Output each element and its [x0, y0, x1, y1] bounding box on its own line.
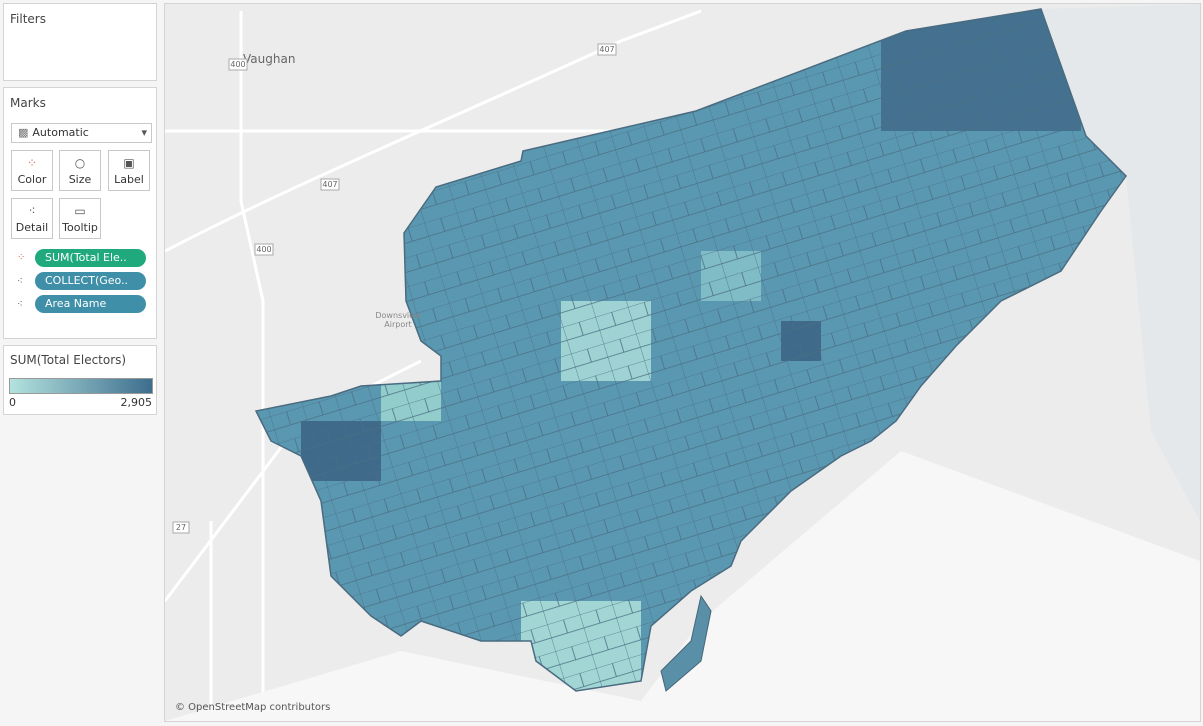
- button-label: Tooltip: [62, 221, 98, 234]
- toronto-islands: [660, 594, 712, 692]
- size-icon: ○: [74, 156, 86, 170]
- size-button[interactable]: ○ Size: [59, 150, 101, 191]
- mark-type-dropdown[interactable]: ▩ Automatic ▾: [11, 123, 152, 143]
- detail-icon: ⁖: [28, 204, 36, 218]
- place-label: Downsview: [375, 311, 421, 320]
- color-field-icon: ⁘: [17, 252, 26, 263]
- map: Vaughan 400 407 407 400 27 Downsview Air…: [163, 4, 1200, 721]
- attribution: © OpenStreetMap contributors: [175, 702, 330, 713]
- color-legend: SUM(Total Electors) 0 2,905: [3, 345, 157, 415]
- color-icon: ⁘: [26, 156, 38, 170]
- lake-ontario: [165, 451, 1200, 721]
- detail-button[interactable]: ⁖ Detail: [11, 198, 53, 239]
- legend-max: 2,905: [120, 396, 153, 409]
- legend-title: SUM(Total Electors): [10, 353, 127, 367]
- svg-text:27: 27: [176, 523, 186, 532]
- filters-shelf[interactable]: Filters: [3, 3, 157, 81]
- mark-type: Automatic: [32, 126, 89, 139]
- marks-card: Marks ▩ Automatic ▾ ⁘ Color ○ Size ▣ Label ⁖…: [3, 87, 157, 339]
- button-label: Size: [68, 173, 92, 186]
- tooltip-button[interactable]: ▭ Tooltip: [59, 198, 101, 239]
- detail-field-icon: ⁖: [17, 276, 23, 287]
- field-pill[interactable]: SUM(Total Ele..: [35, 249, 146, 267]
- svg-text:407: 407: [599, 45, 614, 54]
- dropdown-arrow: ▾: [141, 126, 147, 139]
- svg-text:400: 400: [230, 60, 245, 69]
- legend-min: 0: [9, 396, 16, 409]
- detail-field-icon: ⁖: [17, 299, 23, 310]
- legend-ramp: [9, 378, 153, 394]
- label-button[interactable]: ▣ Label: [108, 150, 150, 191]
- button-label: Detail: [15, 221, 49, 234]
- button-label: Color: [17, 173, 47, 186]
- field-pill[interactable]: COLLECT(Geo..: [35, 272, 146, 290]
- highway-shields: 400 407 407 400 27: [172, 43, 617, 534]
- map-icon: ▩: [18, 126, 29, 139]
- svg-text:407: 407: [322, 180, 337, 189]
- tooltip-icon: ▭: [74, 204, 86, 218]
- place-label: Airport: [384, 320, 411, 329]
- city-boundary: [254, 8, 1127, 692]
- button-label: Label: [114, 173, 144, 186]
- marks-title: Marks: [10, 96, 46, 110]
- color-button[interactable]: ⁘ Color: [11, 150, 53, 191]
- svg-text:400: 400: [256, 245, 271, 254]
- place-label: Vaughan: [243, 52, 295, 66]
- label-icon: ▣: [123, 156, 135, 170]
- lake: [1041, 4, 1200, 521]
- map-view[interactable]: Vaughan 400 407 407 400 27 Downsview Air…: [163, 3, 1201, 722]
- filters-title: Filters: [10, 12, 46, 26]
- field-pill[interactable]: Area Name: [35, 295, 146, 313]
